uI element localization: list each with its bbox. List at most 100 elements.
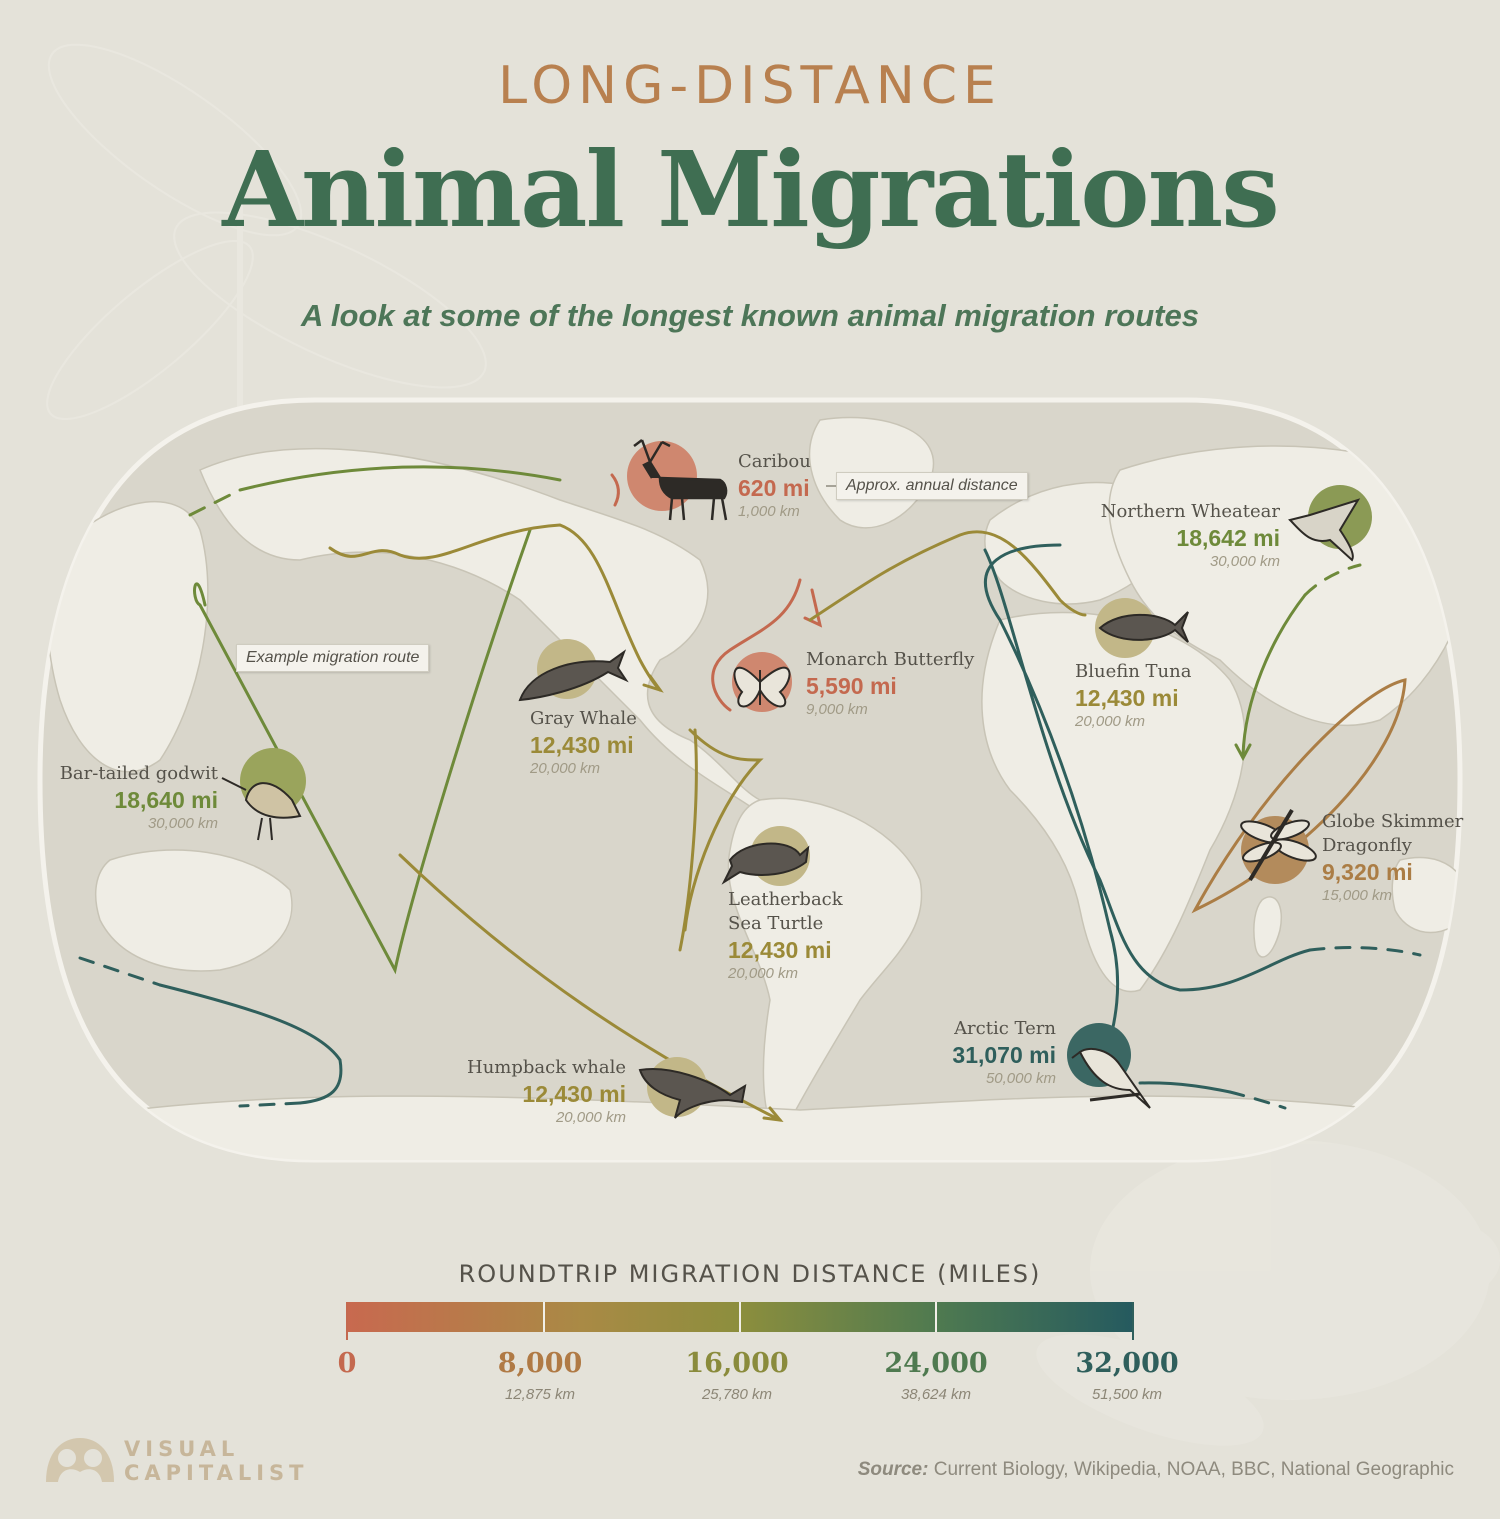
label-leatherback-sea-turtle: Leatherback Sea Turtle 12,430 mi 20,000 …: [728, 888, 843, 984]
label-caribou: Caribou 620 mi 1,000 km: [738, 450, 811, 522]
route-arctic-tern-south-dash: [1228, 1090, 1287, 1110]
wheatear-bird-icon: [1288, 498, 1361, 562]
tick-miles: 8,000: [497, 1348, 583, 1379]
animal-miles: 12,430 mi: [728, 937, 832, 963]
visual-capitalist-logo[interactable]: VISUAL CAPITALIST: [40, 1432, 303, 1488]
tick-miles: 16,000: [685, 1348, 789, 1379]
animal-km: 20,000 km: [1075, 713, 1146, 730]
route-gray-whale-arrow: [642, 674, 664, 693]
route-godwit-north: [238, 465, 562, 492]
page-subtitle: A look at some of the longest known anim…: [301, 298, 1199, 333]
route-northern-wheatear: [1241, 593, 1307, 757]
route-arctic-tern-west-dash: [78, 956, 302, 1108]
legend-tick-32000: 32,000 51,500 km: [1047, 1346, 1207, 1403]
godwit-bird-icon: [221, 777, 302, 841]
tuna-fish-icon: [1098, 611, 1189, 643]
turtle-watermark: [1036, 1140, 1500, 1446]
label-bluefin-tuna: Bluefin Tuna 12,430 mi 20,000 km: [1075, 660, 1191, 732]
route-leatherback: [678, 728, 764, 952]
sea-turtle-icon: [721, 842, 810, 885]
animal-name: Caribou: [738, 451, 811, 472]
route-humpback-arrow: [762, 1106, 784, 1122]
label-globe-skimmer: Globe Skimmer Dragonfly 9,320 mi 15,000 …: [1322, 810, 1463, 906]
tick-km: 38,624 km: [900, 1386, 972, 1403]
route-northern-wheatear-dash: [1303, 563, 1362, 597]
animal-miles: 9,320 mi: [1322, 859, 1413, 885]
animal-miles: 12,430 mi: [522, 1081, 626, 1107]
legend-title: ROUNDTRIP MIGRATION DISTANCE (MILES): [458, 1260, 1042, 1288]
source-note: Source: Current Biology, Wikipedia, NOAA…: [858, 1459, 1454, 1481]
animal-miles: 18,642 mi: [1176, 525, 1280, 551]
animal-name: Monarch Butterfly: [806, 649, 975, 670]
animal-km: 50,000 km: [985, 1070, 1056, 1087]
dragonfly-icon: [1240, 808, 1317, 882]
logo-mark-icon: [46, 1438, 114, 1482]
logo-text-line2: CAPITALIST: [124, 1461, 309, 1485]
logo-text-line1: VISUAL: [124, 1437, 240, 1461]
route-northern-wheatear-arrow: [1234, 743, 1252, 762]
tick-km: 51,500 km: [1091, 1386, 1163, 1403]
label-bar-tailed-godwit: Bar-tailed godwit 18,640 mi 30,000 km: [30, 762, 218, 834]
tick-km: 12,875 km: [504, 1386, 576, 1403]
label-gray-whale: Gray Whale 12,430 mi 20,000 km: [530, 707, 637, 779]
butterfly-icon: [733, 666, 791, 708]
continent-australia: [94, 849, 293, 972]
animal-name-line2: Sea Turtle: [728, 913, 824, 934]
route-monarch: [711, 578, 802, 712]
route-caribou: [610, 473, 620, 507]
animal-name: Northern Wheatear: [1100, 501, 1280, 522]
route-gray-whale: [328, 523, 662, 692]
animal-name: Leatherback: [728, 889, 843, 910]
animal-km: 20,000 km: [728, 965, 799, 982]
label-monarch-butterfly: Monarch Butterfly 5,590 mi 9,000 km: [806, 648, 974, 720]
gray-whale-icon: [518, 649, 629, 702]
animal-name: Gray Whale: [530, 708, 637, 729]
animal-km: 20,000 km: [555, 1109, 626, 1126]
route-godwit-north-dash: [188, 488, 242, 517]
legend-tick-24000: 24,000 38,624 km: [856, 1346, 1016, 1403]
legend-bar: [346, 1302, 1134, 1340]
caribou-icon: [633, 439, 728, 521]
animal-miles: 12,430 mi: [1075, 685, 1179, 711]
legend-tick-0: 0: [267, 1346, 427, 1386]
route-arctic-tern: [983, 543, 1312, 1082]
tick-miles: 0: [337, 1348, 357, 1379]
animal-km: 30,000 km: [1209, 553, 1280, 570]
callout-annual-distance: Approx. annual distance: [836, 472, 1028, 500]
animal-markers: [221, 439, 1372, 1119]
tick-miles: 24,000: [884, 1348, 988, 1379]
animal-km: 15,000 km: [1322, 887, 1393, 904]
animal-name: Arctic Tern: [954, 1018, 1056, 1039]
animal-name-line2: Dragonfly: [1322, 835, 1412, 856]
label-arctic-tern: Arctic Tern 31,070 mi 50,000 km: [900, 1017, 1056, 1089]
route-arctic-tern-south: [1138, 1081, 1232, 1094]
tick-miles: 32,000: [1075, 1348, 1179, 1379]
continent-africa: [981, 611, 1246, 993]
source-label: Source:: [857, 1459, 929, 1480]
route-godwit: [193, 528, 532, 975]
animal-name: Globe Skimmer: [1322, 811, 1464, 832]
page-title: Animal Migrations: [222, 128, 1280, 251]
source-text: Current Biology, Wikipedia, NOAA, BBC, N…: [928, 1459, 1454, 1480]
migration-routes: [78, 465, 1422, 1122]
kicker-title: LONG-DISTANCE: [498, 56, 1002, 116]
continent-asia-west: [46, 500, 209, 773]
arctic-tern-icon: [1071, 1047, 1151, 1109]
animal-name: Humpback whale: [467, 1057, 626, 1078]
route-arctic-tern-dash: [1308, 946, 1422, 957]
legend-tick-16000: 16,000 25,780 km: [657, 1346, 817, 1403]
animal-name: Bluefin Tuna: [1075, 661, 1192, 682]
animal-miles: 620 mi: [738, 475, 810, 501]
label-northern-wheatear: Northern Wheatear 18,642 mi 30,000 km: [1080, 500, 1280, 572]
route-arctic-tern-west: [158, 983, 343, 1105]
route-bluefin-tuna: [808, 530, 1087, 622]
animal-km: 1,000 km: [738, 503, 800, 520]
animal-miles: 31,070 mi: [952, 1042, 1056, 1068]
continent-antarctica: [59, 1095, 1460, 1160]
island-madagascar: [1253, 896, 1282, 958]
animal-miles: 12,430 mi: [530, 732, 634, 758]
marker-caribou: [627, 441, 697, 511]
tick-km: 25,780 km: [701, 1386, 773, 1403]
